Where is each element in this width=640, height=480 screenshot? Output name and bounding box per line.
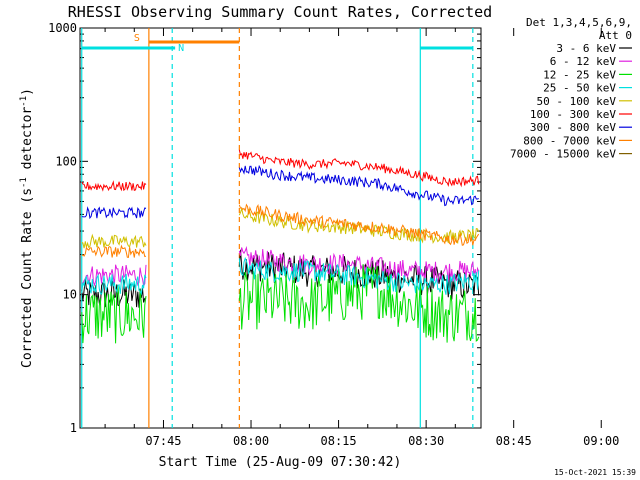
legend-entry-label: 25 - 50 keV <box>543 82 616 95</box>
legend-entry-label: 12 - 25 keV <box>543 68 616 81</box>
footer-timestamp: 15-Oct-2021 15:39 <box>554 468 636 477</box>
legend-entry-label: 3 - 6 keV <box>556 42 616 55</box>
legend-entry-label: 50 - 100 keV <box>537 95 617 108</box>
series-line <box>81 286 147 344</box>
y-axis-label-text: Corrected Count Rate (s <box>20 188 35 368</box>
x-tick-label: 08:30 <box>408 434 444 448</box>
flag-label: N <box>178 43 184 54</box>
x-tick-label: 07:45 <box>145 434 181 448</box>
series-line <box>81 244 147 258</box>
y-axis-label: Corrected Count Rate (s-1 detector-1) <box>19 88 35 368</box>
y-axis-label-sup2: -1 <box>19 96 29 107</box>
legend-entry-label: 7000 - 15000 keV <box>510 148 616 161</box>
x-tick-label: 08:45 <box>496 434 532 448</box>
x-axis-label: Start Time (25-Aug-09 07:30:42) <box>159 455 402 470</box>
x-tick-label: 09:00 <box>583 434 619 448</box>
series-line <box>238 245 480 284</box>
series-line <box>238 264 480 343</box>
series-line <box>81 264 147 288</box>
plot-area: 1 10 100 1000 07:45 08:00 08:15 08:30 08:45 09:00… <box>48 21 619 448</box>
y-axis-label-end: ) <box>20 88 35 96</box>
x-tick-label: 08:00 <box>233 434 269 448</box>
legend-header-line2: Att 0 <box>599 29 632 42</box>
series-line <box>81 233 147 249</box>
x-tick-label: 08:15 <box>321 434 357 448</box>
y-tick-label: 1000 <box>48 21 77 35</box>
series-line <box>81 206 147 220</box>
series-line <box>81 273 147 296</box>
svg-text:Corrected Count Rate (s-1 dete: Corrected Count Rate (s-1 detector-1) <box>19 88 35 368</box>
legend-entry-label: 300 - 800 keV <box>530 121 616 134</box>
legend-entry-label: 6 - 12 keV <box>550 55 617 68</box>
series-line <box>238 249 480 300</box>
y-axis-label-sup1: -1 <box>19 177 29 188</box>
y-tick-label: 100 <box>55 154 77 168</box>
series-line <box>238 203 480 246</box>
series-line <box>238 149 480 188</box>
flag-label: S <box>134 33 140 44</box>
y-axis-label-mid: detector <box>20 107 35 178</box>
y-tick-label: 10 <box>63 288 77 302</box>
series-line <box>238 256 480 295</box>
legend-entry-label: 100 - 300 keV <box>530 108 616 121</box>
y-tick-label: 1 <box>70 421 77 435</box>
chart-title: RHESSI Observing Summary Count Rates, Co… <box>68 3 492 21</box>
legend-header-line1: Det 1,3,4,5,6,9, <box>526 16 632 29</box>
series-line <box>238 164 479 207</box>
series-line <box>81 180 147 192</box>
legend-entry-label: 800 - 7000 keV <box>523 134 616 147</box>
